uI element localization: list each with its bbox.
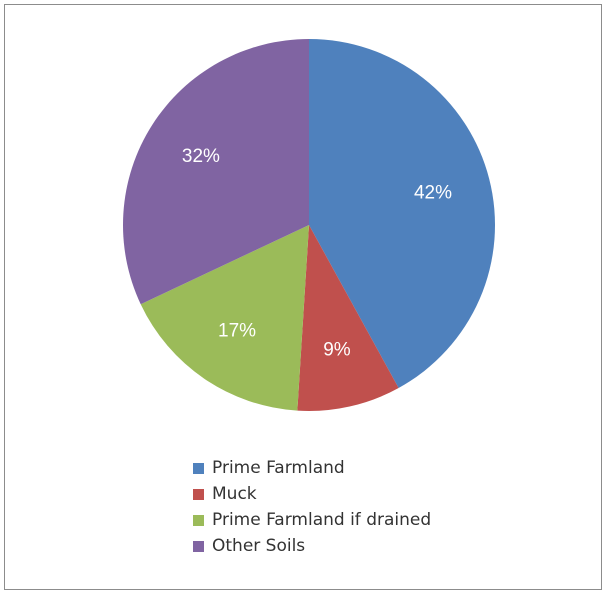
legend-swatch-prime-farmland <box>193 462 204 474</box>
legend-label: Prime Farmland <box>212 458 345 478</box>
legend-label: Prime Farmland if drained <box>212 510 432 530</box>
pie-slice-prime-farmland-if-drained <box>140 225 309 411</box>
pie-slice-muck <box>297 225 399 411</box>
pie-slice-prime-farmland <box>309 39 495 388</box>
legend-swatch-muck <box>193 488 204 500</box>
slice-data-label: 42% <box>414 183 452 204</box>
slice-data-label: 17% <box>218 320 256 341</box>
legend-swatch-prime-farmland-if-drained <box>193 514 204 526</box>
legend-label: Muck <box>212 484 257 504</box>
pie-slice-other-soils <box>122 39 309 305</box>
legend-swatch-other-soils <box>193 540 204 552</box>
slice-data-label: 32% <box>182 146 220 167</box>
legend-item-muck: Muck <box>193 481 431 507</box>
slice-data-label: 9% <box>323 339 351 360</box>
chart-legend: Prime Farmland Muck Prime Farmland if dr… <box>193 455 431 559</box>
legend-item-other-soils: Other Soils <box>193 533 431 559</box>
legend-item-prime-farmland-if-drained: Prime Farmland if drained <box>193 507 431 533</box>
legend-item-prime-farmland: Prime Farmland <box>193 455 431 481</box>
legend-label: Other Soils <box>212 536 306 556</box>
